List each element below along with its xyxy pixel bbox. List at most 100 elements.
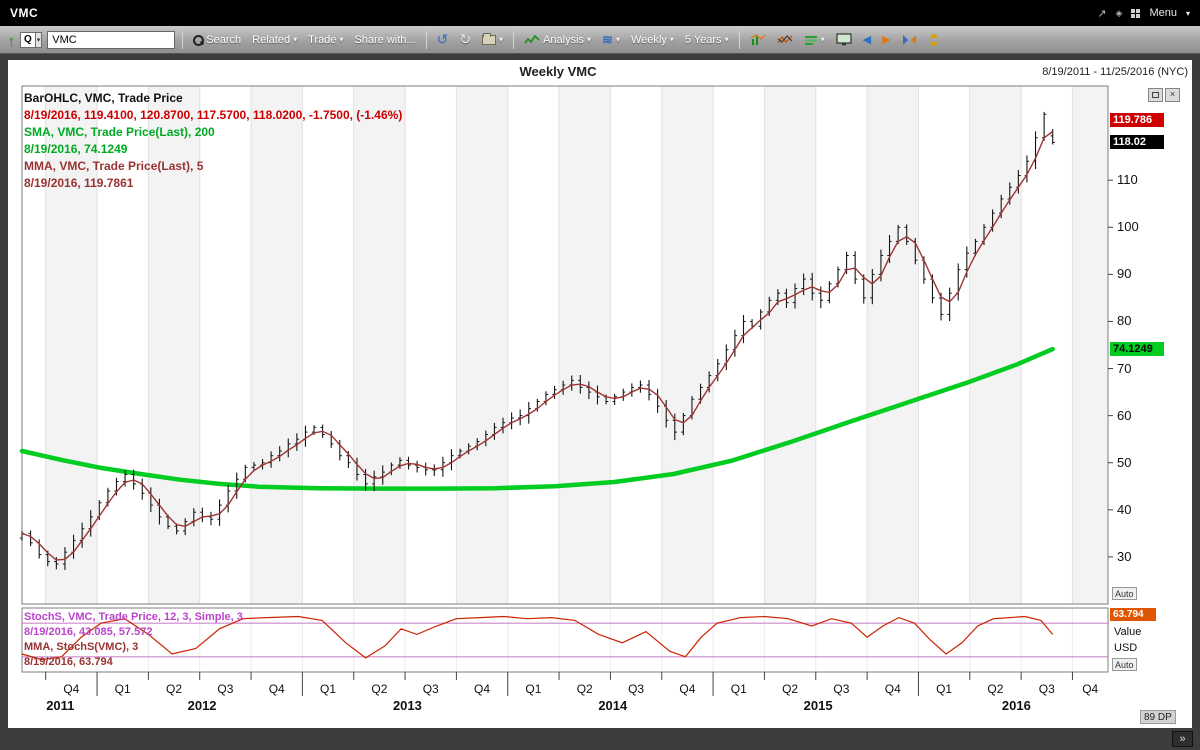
- studies-icon: [804, 35, 817, 45]
- ticker-input[interactable]: [47, 30, 176, 49]
- page-forward-button[interactable]: »: [1172, 731, 1193, 747]
- panel-close-button[interactable]: ×: [1165, 88, 1180, 102]
- price-marker: 118.02: [1110, 135, 1164, 150]
- time-axis: Q4 Q1 Q2 Q3 Q4 Q1 Q2 Q3 Q4 Q1 Q2 Q3 Q4 Q1 Q2 Q3 Q4 Q1 Q2 Q3…: [8, 672, 1108, 720]
- price-axis: 110 100 90 80 70 60 50 40 30: [1108, 60, 1192, 672]
- period-dropdown[interactable]: Weekly ▾: [630, 33, 674, 46]
- redo-icon[interactable]: ↻: [459, 31, 472, 47]
- quote-type-caret-icon[interactable]: ▾: [35, 31, 43, 48]
- separator: [738, 30, 740, 49]
- stoch-panel-legend: StochS, VMC, Trade Price, 12, 3, Simple,…: [24, 610, 243, 670]
- quarter-label: Q1: [730, 682, 747, 696]
- menu-button[interactable]: Menu: [1149, 7, 1177, 19]
- annotations-dropdown[interactable]: ≋ ▾: [599, 30, 623, 50]
- panel-restore-button[interactable]: [1148, 88, 1163, 102]
- ticker-up-icon[interactable]: ↑: [8, 31, 15, 48]
- grid-icon[interactable]: [1131, 8, 1141, 18]
- y-tick-label: 100: [1117, 219, 1139, 235]
- range-dropdown[interactable]: 5 Years ▾: [684, 33, 729, 46]
- quarter-label: Q3: [422, 682, 439, 696]
- separator: [513, 30, 515, 49]
- monitor-icon: [835, 33, 852, 46]
- chevron-down-icon: ▾: [820, 35, 825, 44]
- separator: [425, 30, 427, 49]
- pan-right-button[interactable]: ▶: [879, 31, 893, 48]
- popout-icon[interactable]: ↗: [1097, 7, 1107, 20]
- price-chart-canvas[interactable]: [8, 60, 1192, 728]
- compare-chart-button[interactable]: [774, 31, 796, 48]
- quarter-label: Q2: [166, 682, 183, 696]
- trade-dropdown[interactable]: Trade ▾: [308, 33, 344, 46]
- chart-style-button[interactable]: [747, 31, 769, 48]
- pan-left-button[interactable]: ◀: [860, 31, 874, 48]
- quarter-label: Q2: [371, 682, 388, 696]
- y-tick-label: 70: [1117, 360, 1132, 376]
- datapoint-count-chip: 89 DP: [1140, 710, 1176, 724]
- price-scale-auto-button[interactable]: Auto: [1112, 587, 1137, 600]
- price-marker: 74.1249: [1110, 342, 1164, 357]
- chevron-down-icon: ▾: [615, 35, 620, 44]
- legend-line: 8/19/2016, 119.4100, 120.8700, 117.5700,…: [24, 108, 403, 122]
- quarter-label: Q3: [833, 682, 850, 696]
- arrow-left-icon: ◀: [862, 34, 872, 46]
- y-tick-label: 30: [1117, 548, 1132, 564]
- chevron-down-icon: ▾: [293, 35, 298, 44]
- search-button[interactable]: Search: [190, 32, 244, 48]
- chevron-down-icon: ▾: [339, 35, 344, 44]
- y-tick-label: 60: [1117, 407, 1132, 423]
- year-label: 2011: [46, 698, 75, 713]
- currency-label: USD: [1114, 642, 1138, 654]
- y-tick-label: 50: [1117, 454, 1132, 470]
- quarter-label: Q4: [474, 682, 491, 696]
- y-tick-label: 80: [1117, 313, 1132, 329]
- y-tick-label: 110: [1117, 172, 1138, 188]
- quarter-label: Q4: [1082, 682, 1099, 696]
- chart-window: Weekly VMC 8/19/2011 - 11/25/2016 (NYC) …: [8, 60, 1192, 728]
- year-label: 2016: [1001, 698, 1031, 713]
- chart-date-range: 8/19/2011 - 11/25/2016 (NYC): [1042, 66, 1188, 78]
- year-label: 2015: [803, 698, 833, 713]
- stoch-scale-auto-button[interactable]: Auto: [1112, 658, 1137, 671]
- y-tick-label: 40: [1117, 501, 1132, 517]
- legend-line: MMA, StochS(VMC), 3: [24, 641, 139, 653]
- bowtie-icon: [902, 34, 916, 45]
- quarter-label: Q4: [268, 682, 285, 696]
- chevron-down-icon: ▾: [724, 35, 729, 44]
- main-chart-legend: BarOHLC, VMC, Trade Price 8/19/2016, 119.…: [24, 90, 402, 192]
- arrow-right-icon: ▶: [882, 34, 891, 46]
- waves-icon: ≋: [602, 31, 613, 47]
- legend-line: BarOHLC, VMC, Trade Price: [24, 91, 183, 105]
- analysis-dropdown[interactable]: Analysis ▾: [521, 32, 594, 48]
- quarter-label: Q1: [114, 682, 131, 696]
- year-label: 2013: [392, 698, 422, 713]
- open-folder-dropdown[interactable]: ▾: [479, 32, 506, 47]
- chevron-down-icon: ▾: [499, 35, 504, 44]
- menu-caret-icon: ▾: [1185, 8, 1190, 18]
- related-dropdown[interactable]: Related ▾: [252, 33, 298, 46]
- search-icon: [193, 34, 205, 46]
- quarter-label: Q4: [63, 682, 80, 696]
- undo-icon[interactable]: ↺: [436, 31, 449, 47]
- legend-line: 8/19/2016, 63.794: [24, 656, 113, 668]
- quarter-label: Q2: [782, 682, 799, 696]
- stoch-marker: 63.794: [1110, 608, 1156, 621]
- studies-dropdown[interactable]: ▾: [801, 32, 828, 48]
- chart-style-icon: [750, 34, 766, 45]
- zoom-extents-button[interactable]: [899, 32, 920, 48]
- updown-arrows-icon: [928, 32, 939, 47]
- compare-chart-icon: [776, 35, 793, 44]
- legend-line: 8/19/2016, 43.085, 57.572: [24, 626, 153, 638]
- quote-type-dropdown[interactable]: Q: [20, 31, 36, 48]
- quarter-label: Q3: [628, 682, 645, 696]
- share-with-button[interactable]: Share with...: [354, 33, 416, 46]
- legend-line: 8/19/2016, 74.1249: [24, 142, 128, 156]
- scale-updown-button[interactable]: [925, 31, 943, 49]
- chevron-down-icon: ▾: [587, 35, 592, 44]
- help-icon[interactable]: ◈: [1115, 7, 1123, 18]
- quarter-label: Q2: [987, 682, 1004, 696]
- launch-monitor-button[interactable]: [833, 31, 855, 48]
- window-title: VMC: [10, 6, 39, 20]
- chart-title: Weekly VMC: [519, 64, 597, 79]
- value-axis-label: Value: [1114, 626, 1142, 638]
- separator: [182, 30, 184, 49]
